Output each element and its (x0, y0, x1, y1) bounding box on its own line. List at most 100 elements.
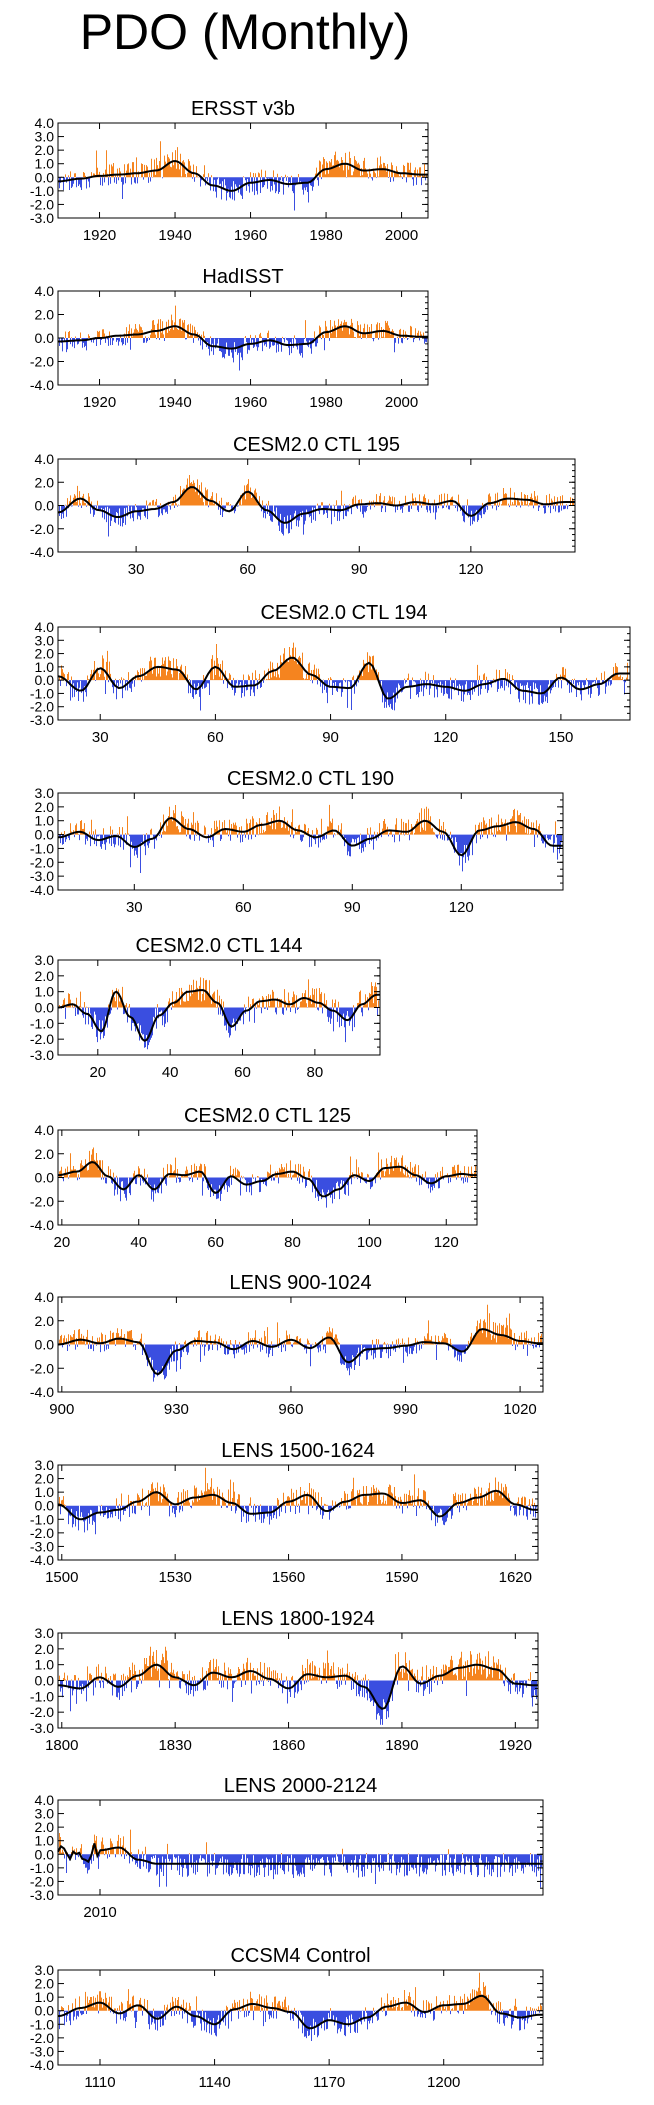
y-tick-label: -3.0 (30, 1047, 54, 1063)
y-tick-label: 4.0 (35, 283, 55, 299)
x-tick-label: 1980 (309, 394, 342, 411)
smoothed-index-line (57, 656, 630, 700)
x-tick-label: 1560 (272, 1569, 305, 1586)
x-tick-label: 80 (284, 1234, 301, 1251)
panel-9: LENS 1500-1624 3.02.01.00.0-1.0-2.0-3.0-4… (30, 1440, 539, 1586)
y-tick-label: -2.0 (30, 1031, 54, 1047)
y-tick-label: -1.0 (30, 840, 54, 856)
smoothed-index-line (57, 1161, 477, 1198)
y-tick-label: 4.0 (35, 115, 55, 131)
y-tick-label: -2.0 (30, 354, 54, 370)
x-tick-label: 1920 (83, 394, 116, 411)
x-tick-label: 1960 (234, 394, 267, 411)
smoothed-index-line (58, 325, 428, 350)
y-tick-label: -3.0 (30, 868, 54, 884)
panel-title: CESM2.0 CTL 190 (227, 768, 394, 790)
y-tick-label: -2.0 (30, 854, 54, 870)
x-tick-label: 1960 (234, 227, 267, 244)
x-tick-label: 1500 (45, 1569, 78, 1586)
x-tick-label: 1590 (385, 1569, 418, 1586)
x-tick-label: 80 (307, 1064, 324, 1081)
x-tick-label: 2000 (385, 227, 418, 244)
y-tick-label: -2.0 (30, 196, 54, 212)
smoothed-index-line (57, 989, 380, 1042)
y-tick-label: -2.0 (30, 1525, 54, 1541)
y-tick-label: 2.0 (35, 307, 55, 323)
x-tick-label: 120 (458, 561, 483, 578)
smoothed-index-line (57, 486, 575, 524)
monthly-bars (59, 141, 427, 211)
y-tick-label: -4.0 (30, 377, 54, 393)
x-tick-label: 20 (89, 1064, 106, 1081)
x-tick-label: 30 (126, 899, 143, 916)
panel-3: CESM2.0 CTL 195 4.0 2.0 0.0 -2.0 -4.0 30 60 90 12… (30, 434, 576, 578)
x-tick-label: 90 (322, 729, 339, 746)
y-tick-label: -1.0 (30, 685, 54, 701)
panel-2: HadISST 4.0 2.0 0.0 -2.0 -4.0 1920 1940 1960 1980… (30, 266, 429, 411)
y-tick-label: 2.0 (35, 474, 55, 490)
x-tick-label: 990 (393, 1401, 418, 1418)
x-tick-label: 1530 (158, 1569, 191, 1586)
x-tick-label: 40 (130, 1234, 147, 1251)
panel-5: CESM2.0 CTL 190 3.02.01.00.0-1.0-2.0-3.0-… (30, 768, 564, 916)
y-tick-label: 4.0 (35, 1289, 55, 1305)
y-tick-label: 1.0 (35, 984, 55, 1000)
x-tick-label: 30 (128, 561, 145, 578)
y-tick-label: 4.0 (35, 1122, 55, 1138)
y-tick-label: 2.0 (35, 1146, 55, 1162)
y-tick-label: 2.0 (35, 142, 55, 158)
x-tick-label: 1940 (158, 394, 191, 411)
smoothed-index-line (57, 160, 428, 192)
y-tick-label: -4.0 (30, 882, 54, 898)
y-tick-label: 1.0 (35, 659, 55, 675)
panel-title: CESM2.0 CTL 125 (184, 1105, 351, 1127)
x-tick-label: 60 (239, 561, 256, 578)
y-tick-label: -3.0 (30, 210, 54, 226)
panel-title: ERSST v3b (191, 98, 295, 120)
y-tick-label: -2.0 (30, 1193, 54, 1209)
panel-title: LENS 1500-1624 (221, 1440, 374, 1462)
x-tick-label: 90 (351, 561, 368, 578)
y-tick-label: 1.0 (35, 813, 55, 829)
x-tick-label: 150 (548, 729, 573, 746)
x-tick-label: 100 (357, 1234, 382, 1251)
x-tick-label: 1980 (309, 227, 342, 244)
panel-1: ERSST v3b 4.03.02.01.00.0-1.0-2.0-3.0 1920… (30, 98, 429, 244)
monthly-bars (59, 1467, 537, 1535)
y-tick-label: -4.0 (30, 1217, 54, 1233)
y-tick-label: -4.0 (30, 1384, 54, 1400)
panel-title: LENS 1800-1924 (221, 1608, 374, 1630)
x-tick-label: 90 (344, 899, 361, 916)
x-tick-label: 930 (164, 1401, 189, 1418)
panel-4: CESM2.0 CTL 194 4.03.02.01.00.0-1.0-2.0-3… (30, 602, 631, 746)
y-tick-label: -4.0 (30, 544, 54, 560)
x-tick-label: 1940 (158, 227, 191, 244)
y-tick-label: -2.0 (30, 699, 54, 715)
y-tick-label: 1.0 (35, 156, 55, 172)
y-tick-label: 0.0 (35, 330, 55, 346)
x-tick-label: 120 (433, 729, 458, 746)
x-tick-label: 60 (234, 1064, 251, 1081)
y-tick-label: -1.0 (30, 1511, 54, 1527)
y-tick-label: 2.0 (35, 1471, 55, 1487)
y-tick-label: -2.0 (30, 521, 54, 537)
x-tick-label: 30 (92, 729, 109, 746)
monthly-bars (59, 804, 562, 874)
y-tick-label: 0.0 (35, 498, 55, 514)
y-tick-label: 0.0 (35, 1337, 55, 1353)
y-tick-label: 1.0 (35, 1484, 55, 1500)
x-tick-label: 2000 (385, 394, 418, 411)
monthly-bars (59, 642, 629, 711)
x-tick-label: 1920 (83, 227, 116, 244)
x-tick-label: 120 (449, 899, 474, 916)
y-tick-label: 3.0 (35, 785, 55, 801)
y-tick-label: 0.0 (35, 672, 55, 688)
y-tick-label: 3.0 (35, 129, 55, 145)
x-tick-label: 60 (207, 1234, 224, 1251)
y-tick-label: -2.0 (30, 1360, 54, 1376)
y-tick-label: 4.0 (35, 451, 55, 467)
y-tick-label: 2.0 (35, 968, 55, 984)
smoothed-index-line (57, 816, 563, 857)
panel-title: CESM2.0 CTL 195 (233, 434, 400, 456)
